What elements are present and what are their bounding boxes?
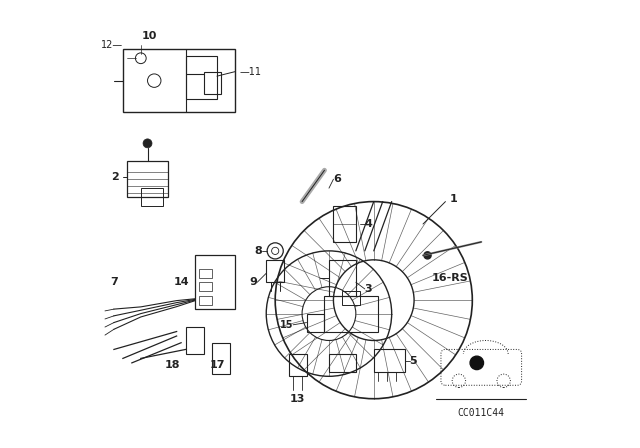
Text: 7: 7 <box>110 277 118 287</box>
Bar <box>199 282 212 291</box>
Text: 14: 14 <box>173 277 189 287</box>
Bar <box>199 296 212 305</box>
Text: 1: 1 <box>450 194 458 204</box>
Bar <box>127 161 168 197</box>
Bar <box>374 349 405 372</box>
Bar <box>329 354 356 372</box>
Bar <box>186 327 204 354</box>
Text: 2: 2 <box>111 172 118 182</box>
Bar <box>199 269 212 278</box>
Bar <box>324 296 378 332</box>
Bar <box>212 343 230 374</box>
Text: 10: 10 <box>142 31 157 41</box>
Bar <box>342 291 360 305</box>
Bar <box>329 260 356 296</box>
Circle shape <box>424 252 431 259</box>
Bar <box>307 314 324 332</box>
Text: 16-RS: 16-RS <box>431 273 468 283</box>
Text: 8: 8 <box>254 246 262 256</box>
Text: 5: 5 <box>410 356 417 366</box>
Text: 17: 17 <box>209 360 225 370</box>
Text: 4: 4 <box>365 219 372 229</box>
Text: 3: 3 <box>365 284 372 294</box>
Bar <box>333 206 356 242</box>
Text: 18: 18 <box>164 360 180 370</box>
Bar <box>266 260 284 282</box>
Text: 9: 9 <box>250 277 257 287</box>
Bar <box>289 354 307 376</box>
Circle shape <box>470 356 484 370</box>
Text: —11: —11 <box>239 67 261 77</box>
Text: 15: 15 <box>280 320 293 330</box>
Bar <box>204 72 221 94</box>
Bar <box>141 188 163 206</box>
Text: 6: 6 <box>333 174 341 184</box>
Bar <box>195 255 235 309</box>
Bar <box>123 49 235 112</box>
Text: 12—: 12— <box>100 40 123 50</box>
Bar <box>186 56 217 99</box>
Text: CC011C44: CC011C44 <box>458 408 505 418</box>
Circle shape <box>143 139 152 148</box>
Text: 13: 13 <box>290 394 305 404</box>
